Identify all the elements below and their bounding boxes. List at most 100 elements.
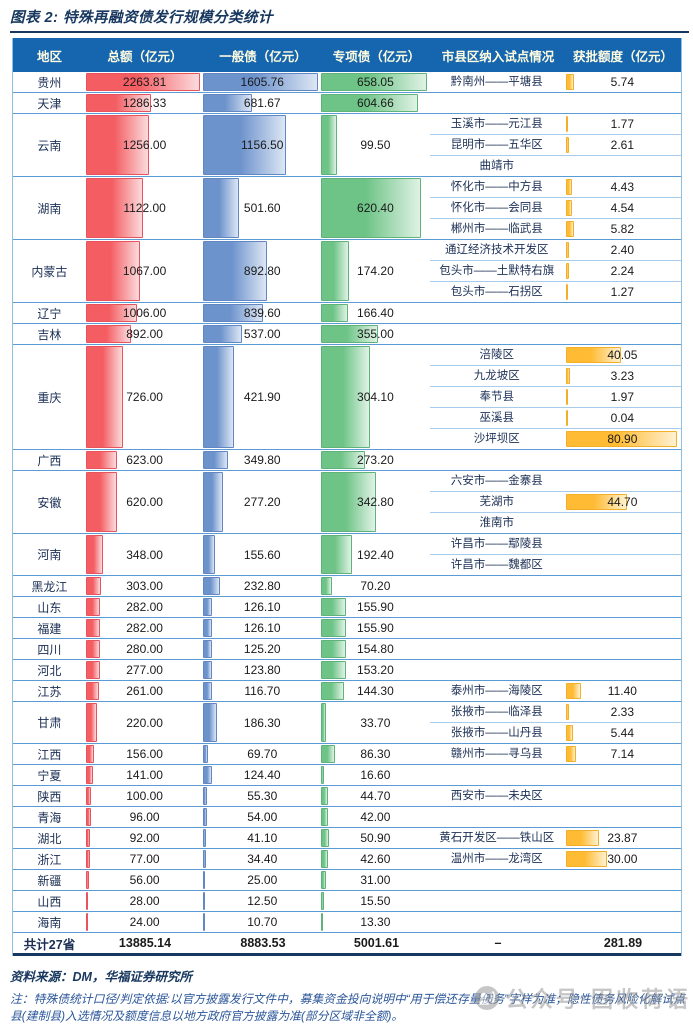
pilot-name: 曲靖市	[479, 159, 514, 172]
total-value: 892.00	[126, 327, 163, 341]
total-cell: 24.00	[85, 912, 204, 932]
pilot-name: 张掖市——临泽县	[450, 705, 543, 718]
general-bond-bar	[203, 913, 206, 931]
quota-cell: 40.05	[564, 345, 681, 365]
region-row: 贵州 2263.81 1605.76 658.05 黔南州——平塘县 5.74	[13, 72, 681, 93]
total-value: 77.00	[129, 852, 160, 866]
pilot-column: 玉溪市——元江县 1.77 昆明市——五华区 2.61 曲靖市	[429, 114, 681, 176]
special-bond-bar-track	[321, 661, 427, 679]
total-bar	[85, 577, 102, 595]
pilot-row: 奉节县 1.97	[429, 387, 681, 408]
quota-bar-track	[565, 200, 677, 216]
special-bond-cell: 155.90	[321, 597, 430, 617]
total-bar	[85, 766, 93, 784]
general-bond-bar-track	[203, 829, 318, 847]
quota-bar	[565, 410, 568, 426]
special-bond-bar	[321, 787, 329, 805]
region-row: 内蒙古 1067.00 892.80 174.20 通辽经济技术开发区 2.40 包头市——…	[13, 240, 681, 303]
general-bond-value: 1605.76	[240, 75, 284, 89]
special-bond-bar	[321, 640, 346, 658]
pilot-name: 六安市——金寨县	[450, 474, 543, 487]
general-bond-bar	[203, 73, 319, 91]
general-bond-bar	[203, 703, 217, 742]
general-bond-cell: 55.30	[203, 786, 321, 806]
general-bond-cell: 41.10	[203, 828, 321, 848]
pilot-column	[430, 324, 681, 344]
header-total: 总额（亿元）	[107, 49, 183, 64]
table-total-row: 共计27省 13885.14 8883.53 5001.61 – 281.89	[13, 933, 681, 956]
special-bond-bar-track	[321, 640, 427, 658]
region-row: 山东 282.00 126.10 155.90	[13, 597, 681, 618]
special-bond-value: 44.70	[360, 789, 391, 803]
region-name: 内蒙古	[31, 264, 68, 279]
quota-bar-track	[565, 410, 677, 426]
total-value: 726.00	[126, 390, 163, 404]
region-row: 陕西 100.00 55.30 44.70 西安市——未央区	[13, 786, 681, 807]
pilot-name: 玉溪市——元江县	[450, 117, 543, 130]
quota-cell	[564, 534, 681, 554]
total-value: 28.00	[129, 894, 160, 908]
special-bond-value: 16.60	[360, 768, 391, 782]
pilot-name: 淮南市	[479, 516, 514, 529]
region-name: 山东	[37, 600, 62, 615]
pilot-name: 黄石开发区——铁山区	[439, 831, 555, 844]
quota-bar	[565, 494, 628, 510]
total-bar-track	[85, 913, 201, 931]
quota-value: 2.61	[610, 138, 635, 152]
general-bond-value: 126.10	[243, 600, 281, 614]
pilot-column: 怀化市——中方县 4.43 怀化市——会同县 4.54 郴州市——临武县 5.82	[429, 177, 681, 239]
total-cell: 1256.00	[85, 114, 204, 176]
general-bond-cell: 34.40	[203, 849, 321, 869]
region-row: 江西 156.00 69.70 86.30 赣州市——寻乌县 7.14	[13, 744, 681, 765]
pilot-name: 西安市——未央区	[450, 789, 543, 802]
total-value: 282.00	[126, 621, 163, 635]
general-bond-bar-track	[203, 850, 318, 868]
general-bond-value: 10.70	[247, 915, 278, 929]
total-cell: 28.00	[85, 891, 204, 911]
quota-bar	[565, 116, 569, 132]
quota-value: 30.00	[607, 852, 638, 866]
special-bond-bar-track	[321, 850, 427, 868]
general-bond-bar-track	[203, 178, 318, 238]
general-bond-bar	[203, 178, 240, 238]
pilot-row: 怀化市——会同县 4.54	[429, 198, 681, 219]
region-row: 江苏 261.00 116.70 144.30 泰州市——海陵区 11.40	[13, 681, 681, 702]
general-bond-cell: 232.80	[203, 576, 321, 596]
special-bond-bar	[321, 598, 347, 616]
quota-bar	[565, 242, 570, 258]
total-bar-track	[85, 808, 201, 826]
quota-bar	[565, 179, 572, 195]
total-value: 100.00	[126, 789, 163, 803]
region-row: 福建 282.00 126.10 155.90	[13, 618, 681, 639]
quota-cell: 11.40	[564, 681, 681, 701]
quota-bar-track	[565, 263, 677, 279]
pilot-row: 赣州市——寻乌县 7.14	[430, 744, 681, 764]
pilot-row: 黔南州——平塘县 5.74	[430, 72, 681, 92]
total-row-total-value: 13885.14	[118, 936, 172, 950]
pilot-name: 涪陵区	[479, 348, 514, 361]
pilot-name: 许昌市——魏都区	[450, 558, 543, 571]
region-row: 河南 348.00 155.60 192.40 许昌市——鄢陵县 许昌市——魏都区	[13, 534, 681, 576]
pilot-row	[430, 576, 681, 596]
quota-cell: 1.77	[564, 114, 681, 134]
special-bond-bar	[321, 451, 365, 469]
region-row: 山西 28.00 12.50 15.50	[13, 891, 681, 912]
special-bond-value: 99.50	[360, 138, 391, 152]
general-bond-cell: 124.40	[203, 765, 321, 785]
pilot-row	[430, 660, 681, 680]
total-bar	[85, 682, 99, 700]
total-cell: 141.00	[85, 765, 204, 785]
quota-bar	[565, 284, 568, 300]
general-bond-bar-track	[203, 577, 318, 595]
region-name: 海南	[37, 915, 62, 930]
special-bond-bar	[321, 94, 419, 112]
total-row-label: 共计27省	[23, 937, 76, 952]
table-header-row: 地区 总额（亿元） 一般债（亿元） 专项债（亿元） 市县区纳入试点情况 获批额度…	[13, 38, 681, 72]
general-bond-bar-track	[203, 304, 318, 322]
general-bond-cell: 839.60	[203, 303, 321, 323]
quota-cell	[564, 450, 681, 470]
total-bar	[85, 619, 101, 637]
total-bar	[85, 241, 140, 301]
quota-bar-track	[565, 704, 677, 720]
total-cell: 92.00	[85, 828, 204, 848]
